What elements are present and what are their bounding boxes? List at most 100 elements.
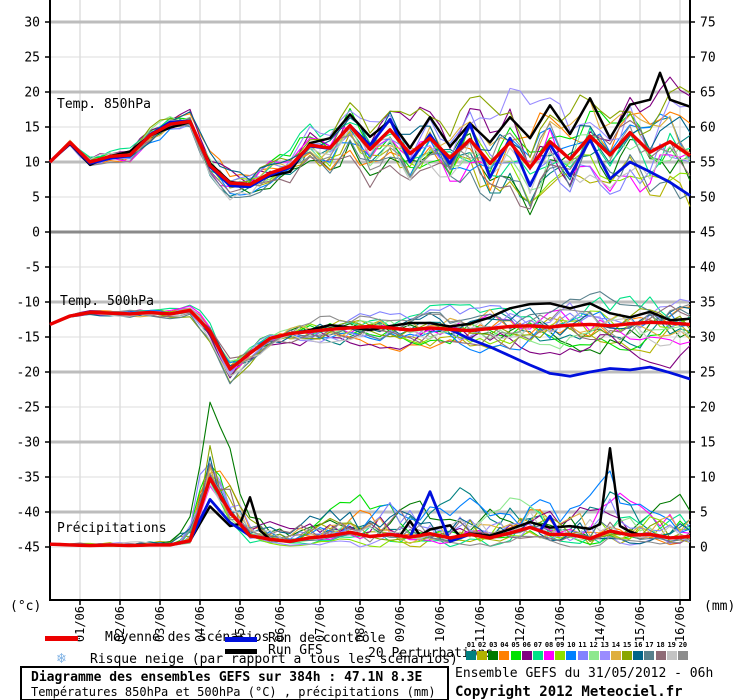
perturbation-color-square — [499, 651, 510, 660]
perturbation-color-square — [655, 651, 666, 660]
perturbation-number: 19 — [667, 641, 676, 649]
perturbation-color-square — [633, 651, 644, 660]
left-axis-tick-label: -10 — [17, 296, 40, 311]
left-axis-tick-label: -25 — [17, 401, 40, 416]
data-series — [48, 71, 691, 548]
perturbation-number: 17 — [645, 641, 654, 649]
right-axis-tick-label: 15 — [700, 436, 716, 451]
mean-line-precip — [49, 476, 691, 548]
axes — [45, 0, 695, 605]
panel-label-850hpa: Temp. 850hPa — [57, 97, 151, 112]
date-label: 12/06 — [513, 606, 527, 642]
date-label: 01/06 — [73, 606, 87, 642]
left-axis-tick-label: 30 — [24, 16, 40, 31]
right-axis-tick-label: 20 — [700, 401, 716, 416]
perturbation-number: 03 — [489, 641, 498, 649]
perturbation-number: 07 — [533, 641, 543, 649]
right-axis-tick-label: 0 — [700, 541, 708, 556]
left-axis-tick-label: -5 — [24, 261, 40, 276]
diagram-title: Diagramme des ensembles GEFS sur 384h : … — [31, 670, 423, 685]
date-label: 16/06 — [673, 606, 687, 642]
right-axis-tick-label: 40 — [700, 261, 716, 276]
right-axis-tick-label: 60 — [700, 121, 716, 136]
legend-control-label: Run de contrôle — [268, 631, 386, 646]
perturbation-color-square — [521, 651, 532, 660]
left-axis-tick-label: 0 — [32, 226, 40, 241]
left-axis-tick-label: -40 — [17, 506, 40, 521]
perturbation-number: 06 — [522, 641, 531, 649]
copyright: Copyright 2012 Meteociel.fr — [455, 684, 683, 700]
left-axis-tick-label: -45 — [17, 541, 40, 556]
perturbation-color-square — [666, 651, 677, 660]
left-axis-tick-label: -35 — [17, 471, 40, 486]
gridlines — [50, 0, 690, 600]
perturbation-color-square — [544, 651, 555, 660]
run-info: Ensemble GEFS du 31/05/2012 - 06h — [455, 666, 714, 681]
left-axis-tick-label: 5 — [32, 191, 40, 206]
member-line-12 — [49, 116, 691, 191]
perturbation-number: 09 — [555, 641, 565, 649]
perturbation-color-square — [466, 651, 476, 660]
right-axis-tick-label: 25 — [700, 366, 716, 381]
perturbation-number: 18 — [656, 641, 665, 649]
gfs-line-swatch — [225, 649, 257, 654]
diagram-subtitle: Températures 850hPa et 500hPa (°C) , pré… — [31, 685, 436, 699]
perturbation-number: 04 — [500, 641, 509, 649]
date-label: 02/06 — [113, 606, 127, 642]
left-axis-unit: (°c) — [10, 599, 41, 614]
right-axis-tick-label: 70 — [700, 51, 716, 66]
perturbation-number: 12 — [589, 641, 598, 649]
perturbation-color-square — [488, 651, 499, 660]
perturbation-color-square — [677, 651, 688, 660]
right-axis-tick-label: 35 — [700, 296, 716, 311]
date-label: 03/06 — [153, 606, 167, 642]
date-label: 05/06 — [233, 606, 247, 642]
member-line-15 — [49, 86, 691, 187]
left-axis-tick-label: 15 — [24, 121, 40, 136]
perturbation-color-square — [510, 651, 521, 660]
date-label: 13/06 — [553, 606, 567, 642]
date-label: 06/06 — [273, 606, 287, 642]
right-axis-tick-label: 30 — [700, 331, 716, 346]
perturbation-color-square — [644, 651, 655, 660]
diagram-info-box: Diagramme des ensembles GEFS sur 384h : … — [20, 666, 449, 700]
perturbation-number: 13 — [600, 641, 610, 649]
left-axis-tick-label: -30 — [17, 436, 40, 451]
right-axis-tick-label: 10 — [700, 471, 716, 486]
axis-labels: 302520151050-5-10-15-20-25-30-35-40-4575… — [17, 16, 716, 643]
perturbation-color-square — [566, 651, 577, 660]
date-label: 11/06 — [473, 606, 487, 642]
member-line-04 — [49, 111, 691, 192]
date-label: 15/06 — [633, 606, 647, 642]
right-axis-tick-label: 55 — [700, 156, 716, 171]
mean-line-swatch — [45, 636, 78, 641]
date-label: 04/06 — [193, 606, 207, 642]
date-label: 08/06 — [353, 606, 367, 642]
right-axis-tick-label: 65 — [700, 86, 716, 101]
date-label: 07/06 — [313, 606, 327, 642]
right-axis-tick-label: 75 — [700, 16, 716, 31]
mean-line-t500 — [49, 308, 691, 371]
perturbations-label: 20 Perturbations — [368, 646, 494, 661]
perturbation-number: 01 — [466, 641, 476, 649]
perturbation-number: 05 — [511, 641, 520, 649]
perturbation-number: 14 — [611, 641, 621, 649]
perturbation-number: 11 — [578, 641, 587, 649]
left-axis-tick-label: -20 — [17, 366, 40, 381]
perturbation-number: 02 — [477, 641, 487, 649]
right-axis-tick-label: 5 — [700, 506, 708, 521]
perturbation-number: 08 — [544, 641, 554, 649]
member-line-10 — [49, 307, 691, 363]
perturbation-number: 15 — [622, 641, 632, 649]
right-axis-tick-label: 50 — [700, 191, 716, 206]
legend-snow-label: Risque neige (par rapport a tous les scé… — [90, 652, 458, 667]
perturbation-color-square — [622, 651, 633, 660]
left-axis-tick-label: -15 — [17, 331, 40, 346]
perturbation-color-square — [532, 651, 543, 660]
left-axis-tick-label: 25 — [24, 51, 40, 66]
legend-gfs-label: Run GFS — [268, 643, 323, 658]
snowflake-icon: ❄ — [57, 649, 67, 667]
right-axis-unit: (mm) — [704, 599, 735, 614]
date-label: 09/06 — [393, 606, 407, 642]
